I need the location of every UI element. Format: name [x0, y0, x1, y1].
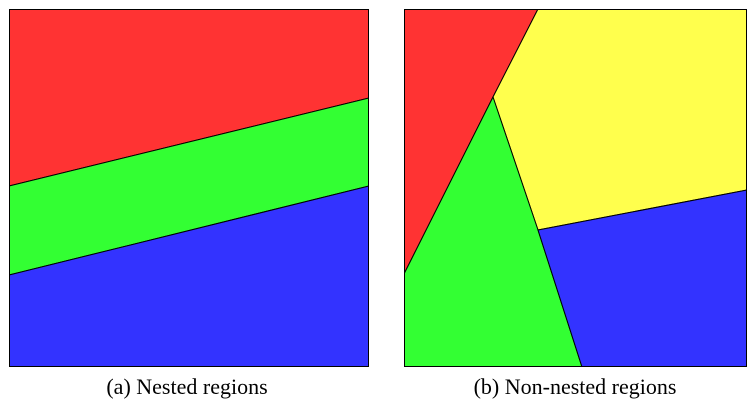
region-green — [9, 97, 369, 276]
panel-non-nested-regions — [404, 9, 747, 367]
region-blue — [537, 189, 747, 367]
panel-nested-regions — [9, 9, 369, 367]
non-nested-regions-diagram — [404, 9, 747, 367]
panel-border — [404, 9, 747, 367]
caption-non-nested-regions: (b) Non-nested regions — [473, 374, 677, 399]
caption-nested-regions: (a) Nested regions — [106, 374, 268, 399]
region-red — [9, 9, 369, 187]
panel-border — [9, 9, 369, 367]
region-blue — [9, 185, 369, 367]
nested-regions-diagram — [9, 9, 369, 367]
region-green — [404, 95, 583, 367]
